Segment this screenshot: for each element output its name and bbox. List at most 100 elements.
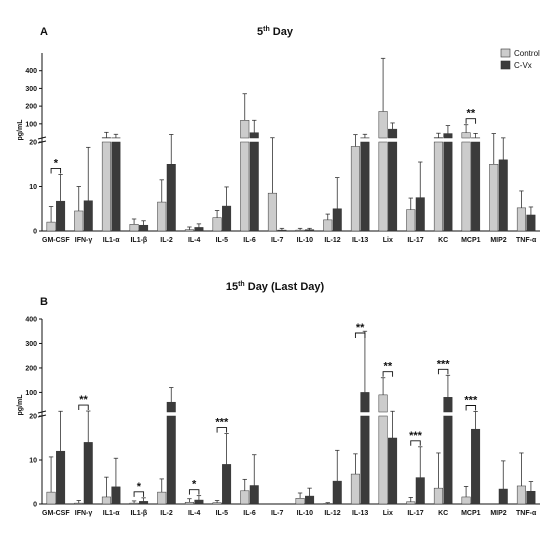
- bar-cvx: [415, 477, 425, 505]
- significance-bracket: [78, 404, 89, 411]
- bar-cvx: [360, 415, 370, 505]
- x-tick-label: IL-7: [271, 237, 284, 244]
- bar-control: [295, 229, 305, 232]
- x-tick-label: IL-2: [160, 510, 173, 517]
- legend-label-control: Control: [514, 49, 540, 58]
- bar-control: [406, 209, 416, 232]
- y-tick-label: 400: [25, 317, 37, 324]
- bar-cvx: [56, 450, 66, 505]
- significance-marker: **: [356, 322, 365, 334]
- x-tick-label: IFN-γ: [75, 237, 93, 244]
- bar-control: [212, 502, 222, 505]
- bar-control: [267, 192, 277, 232]
- panel-b: B 15th Day (Last Day) pg/mL 0 10 20 100 200 3…: [17, 281, 540, 517]
- x-tick-label: KC: [438, 237, 448, 244]
- legend-swatch-cvx: [500, 60, 511, 70]
- x-tick-label: IL-4: [188, 237, 201, 244]
- x-tick-label: GM-CSF: [42, 237, 70, 244]
- x-tick-label: IL1-β: [130, 510, 147, 517]
- y-tick-label: 200: [25, 104, 37, 111]
- y-tick-label: 10: [29, 458, 37, 465]
- x-tick-label: TNF-α: [516, 510, 537, 517]
- y-tick-label: 20: [29, 140, 37, 147]
- bar-cvx: [415, 197, 425, 232]
- bar-cvx: [111, 141, 121, 232]
- bar-control-upper: [240, 120, 250, 139]
- significance-marker: ***: [437, 358, 451, 370]
- bar-cvx: [332, 480, 342, 505]
- significance-marker: ***: [215, 417, 229, 429]
- significance-bracket: [410, 440, 421, 446]
- bar-control: [184, 501, 194, 505]
- bar-cvx: [249, 485, 259, 505]
- axis-break-mark: [37, 410, 47, 414]
- x-tick-label: IL-6: [243, 510, 256, 517]
- x-tick-label: MIP2: [490, 237, 506, 244]
- bar-control: [129, 224, 139, 232]
- x-tick-label: MCP1: [461, 237, 481, 244]
- bar-cvx: [194, 227, 204, 232]
- bar-control: [350, 473, 360, 505]
- panel-a-letter: A: [40, 26, 48, 38]
- bar-cvx: [83, 200, 93, 232]
- significance-bracket: [465, 118, 477, 124]
- significance-marker: **: [79, 394, 88, 406]
- x-tick-label: IL-17: [407, 510, 423, 517]
- bar-cvx: [443, 141, 453, 232]
- bar-control: [46, 491, 56, 505]
- bar-control: [46, 221, 56, 232]
- bar-cvx: [222, 205, 232, 232]
- bar-cvx-upper: [249, 132, 259, 139]
- x-tick-label: MCP1: [461, 510, 481, 517]
- bar-cvx: [388, 437, 398, 505]
- bar-control: [157, 201, 167, 232]
- bar-control: [461, 141, 471, 232]
- bar-cvx: [471, 141, 481, 232]
- y-tick-label: 100: [25, 121, 37, 128]
- panel-a-ylabel: pg/mL: [17, 119, 24, 141]
- bar-cvx: [388, 141, 398, 232]
- bar-cvx: [249, 141, 259, 232]
- bar-control: [433, 141, 443, 232]
- legend-swatch-control: [500, 48, 511, 58]
- bar-control: [240, 490, 250, 505]
- x-tick-label: Lix: [383, 510, 393, 517]
- x-tick-label: IL-4: [188, 510, 201, 517]
- panel-a-plot: 0 10 20 100 200 300 400 GM-CSF IFN-γ IL1-α IL1-β IL…: [25, 53, 540, 244]
- legend-label-cvx: C-Vx: [514, 61, 532, 70]
- bar-control: [489, 164, 499, 232]
- bar-control: [101, 141, 111, 232]
- y-tick-label: 20: [29, 414, 37, 421]
- bar-cvx: [332, 208, 342, 232]
- significance-marker: *: [192, 479, 197, 491]
- significance-bracket: [50, 168, 62, 174]
- y-tick-label: 100: [25, 390, 37, 397]
- significance-marker: **: [384, 361, 393, 373]
- significance-marker: **: [467, 108, 476, 120]
- panel-a-title: 5th Day: [257, 26, 294, 38]
- y-tick-label: 300: [25, 86, 37, 93]
- panel-a: A 5th Day pg/mL 0 10 20 100 200 300 400 GM-CSF I…: [17, 26, 540, 244]
- bar-control: [240, 141, 250, 232]
- x-tick-label: IL-12: [324, 510, 340, 517]
- bar-control: [378, 141, 388, 232]
- bar-control: [295, 498, 305, 505]
- bar-control: [433, 487, 443, 505]
- x-tick-label: IL-13: [352, 237, 368, 244]
- x-tick-label: IL1-α: [103, 510, 120, 517]
- significance-bracket: [188, 489, 200, 495]
- bar-control: [516, 485, 526, 505]
- significance-marker: *: [137, 481, 142, 493]
- significance-marker: *: [54, 157, 59, 169]
- panel-b-letter: B: [40, 296, 48, 308]
- y-tick-label: 10: [29, 184, 37, 191]
- x-tick-label: Lix: [383, 237, 393, 244]
- y-tick-label: 400: [25, 68, 37, 75]
- significance-bracket: [437, 368, 449, 375]
- bar-cvx: [305, 229, 315, 232]
- bar-control-upper: [378, 111, 388, 139]
- significance-marker: ***: [409, 430, 423, 442]
- bar-cvx: [526, 214, 536, 232]
- x-tick-label: IL-13: [352, 510, 368, 517]
